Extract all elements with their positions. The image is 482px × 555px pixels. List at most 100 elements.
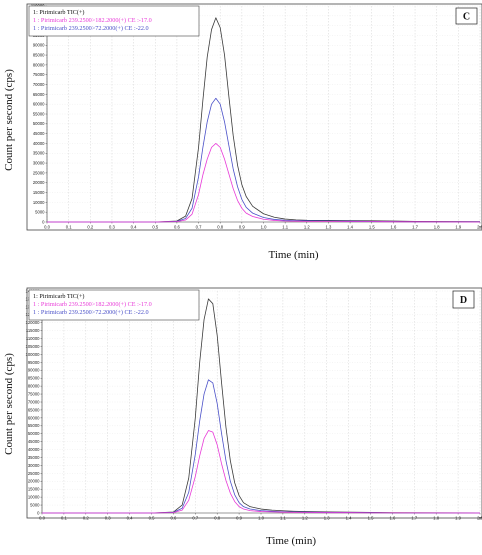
y-tick-label: 0 bbox=[37, 510, 40, 515]
x-tick-label: 1.8 bbox=[433, 516, 439, 521]
x-tick-label: 0.2 bbox=[87, 225, 93, 230]
x-tick-label: 1.8 bbox=[434, 225, 440, 230]
y-tick-label: 45000 bbox=[33, 131, 45, 136]
x-tick-label: 0.7 bbox=[196, 225, 202, 230]
chart-panel-d: 0 5000 10000 15000 20000 25000 30000 35000 40000… bbox=[3, 287, 482, 547]
panel-label-box bbox=[452, 290, 475, 309]
y-tick-label: 10000 bbox=[33, 200, 45, 205]
x-axis-title: Time (min) bbox=[266, 535, 316, 547]
y-tick-label: 60000 bbox=[33, 102, 45, 107]
x-tick-label: 1.4 bbox=[346, 516, 352, 521]
series-line bbox=[42, 298, 481, 514]
y-tick-label: 25000 bbox=[33, 170, 45, 175]
x-tick-label: 0.6 bbox=[174, 225, 180, 230]
y-tick-label: 75000 bbox=[33, 72, 45, 77]
y-tick-label: 30000 bbox=[28, 463, 40, 468]
x-tick-label: 0.5 bbox=[149, 516, 155, 521]
panel-label: C bbox=[463, 12, 470, 23]
panel-label-box bbox=[455, 7, 478, 25]
y-tick-label: 95000 bbox=[28, 360, 40, 365]
y-axis-title: Count per second (cps) bbox=[3, 353, 15, 455]
y-tick-label: 20000 bbox=[28, 479, 40, 484]
y-tick-label: 120000 bbox=[26, 320, 41, 325]
y-tick-label: 35000 bbox=[33, 151, 45, 156]
legend-entry: 1: Pirimicarb TIC(+) bbox=[33, 9, 85, 16]
x-tick-label: 0.9 bbox=[239, 225, 245, 230]
x-tick-label: 1.3 bbox=[324, 516, 330, 521]
x-tick-label: 1.1 bbox=[282, 225, 288, 230]
y-tick-label: 15000 bbox=[33, 190, 45, 195]
y-tick-label: 75000 bbox=[28, 391, 40, 396]
y-tick-label: 80000 bbox=[33, 62, 45, 67]
y-tick-label: 40000 bbox=[28, 447, 40, 452]
y-tick-label: 70000 bbox=[33, 82, 45, 87]
legend-entry: 1 : Pirimicarb 239.2500>182.2000(+) CE :… bbox=[33, 17, 152, 24]
y-tick-label: 40000 bbox=[33, 141, 45, 146]
x-tick-label: 1.6 bbox=[390, 225, 396, 230]
y-tick-label: 90000 bbox=[33, 43, 45, 48]
y-tick-label: 105000 bbox=[26, 344, 41, 349]
x-tick-label: 1.4 bbox=[347, 225, 353, 230]
legend-entry: 1 : Pirimicarb 239.2500>182.2000(+) CE :… bbox=[33, 301, 152, 308]
x-tick-label: 1.2 bbox=[302, 516, 308, 521]
y-tick-label: 100000 bbox=[26, 352, 41, 357]
y-tick-label: 20000 bbox=[33, 180, 45, 185]
x-tick-label: 1.5 bbox=[369, 225, 375, 230]
y-tick-label: 85000 bbox=[33, 52, 45, 57]
x-tick-label: 0.4 bbox=[127, 516, 133, 521]
y-tick-label: 45000 bbox=[28, 439, 40, 444]
y-tick-label: 50000 bbox=[33, 121, 45, 126]
x-tick-label: 0.1 bbox=[61, 516, 67, 521]
x-tick-label: 0.7 bbox=[192, 516, 198, 521]
x-tick-label: 0.0 bbox=[39, 516, 45, 521]
y-tick-label: 25000 bbox=[28, 471, 40, 476]
x-tick-label: 1.5 bbox=[368, 516, 374, 521]
x-tick-label: 0.5 bbox=[152, 225, 158, 230]
x-tick-label: 1.1 bbox=[280, 516, 286, 521]
x-tick-label: 0.6 bbox=[170, 516, 176, 521]
y-tick-label: 70000 bbox=[28, 399, 40, 404]
y-tick-label: 5000 bbox=[35, 210, 45, 215]
x-tick-label: 1.2 bbox=[304, 225, 310, 230]
y-tick-label: 90000 bbox=[28, 368, 40, 373]
y-tick-label: 55000 bbox=[33, 111, 45, 116]
x-tick-label: 2.0 bbox=[477, 225, 482, 230]
y-axis-title: Count per second (cps) bbox=[3, 69, 15, 171]
legend-entry: 1: Pirimicarb TIC(+) bbox=[33, 293, 85, 300]
y-tick-label: 0 bbox=[42, 219, 45, 224]
series-line bbox=[47, 17, 481, 223]
y-tick-label: 65000 bbox=[28, 407, 40, 412]
x-tick-label: 1.0 bbox=[261, 225, 267, 230]
series-line bbox=[47, 143, 481, 223]
series-line bbox=[42, 430, 481, 514]
x-tick-label: 0.4 bbox=[131, 225, 137, 230]
y-tick-label: 50000 bbox=[28, 431, 40, 436]
legend-entry: 1 : Pirimicarb 239.2500>72.2000(+) CE :-… bbox=[33, 309, 149, 316]
y-tick-label: 30000 bbox=[33, 160, 45, 165]
chart-panel-c: 0 5000 10000 15000 20000 25000 30000 35000 40000… bbox=[3, 3, 482, 261]
x-tick-label: 2.0 bbox=[477, 516, 482, 521]
x-tick-label: 0.2 bbox=[83, 516, 89, 521]
panel-frame bbox=[26, 3, 482, 231]
y-tick-label: 115000 bbox=[26, 328, 40, 333]
x-tick-label: 1.6 bbox=[389, 516, 395, 521]
y-tick-label: 55000 bbox=[28, 423, 40, 428]
y-tick-label: 65000 bbox=[33, 92, 45, 97]
y-tick-label: 60000 bbox=[28, 415, 40, 420]
legend-entry: 1 : Pirimicarb 239.2500>72.2000(+) CE :-… bbox=[33, 25, 149, 32]
x-tick-label: 0.0 bbox=[44, 225, 50, 230]
y-tick-label: 15000 bbox=[28, 487, 40, 492]
x-tick-label: 1.7 bbox=[411, 516, 417, 521]
y-tick-label: 5000 bbox=[30, 502, 40, 507]
y-tick-label: 110000 bbox=[26, 336, 40, 341]
x-tick-label: 0.8 bbox=[217, 225, 223, 230]
panel-frame bbox=[26, 287, 482, 519]
x-tick-label: 0.1 bbox=[66, 225, 72, 230]
panel-label: D bbox=[460, 295, 467, 306]
x-tick-label: 1.9 bbox=[455, 225, 461, 230]
x-tick-label: 0.9 bbox=[236, 516, 242, 521]
x-tick-label: 0.3 bbox=[105, 516, 111, 521]
y-tick-label: 80000 bbox=[28, 384, 40, 389]
